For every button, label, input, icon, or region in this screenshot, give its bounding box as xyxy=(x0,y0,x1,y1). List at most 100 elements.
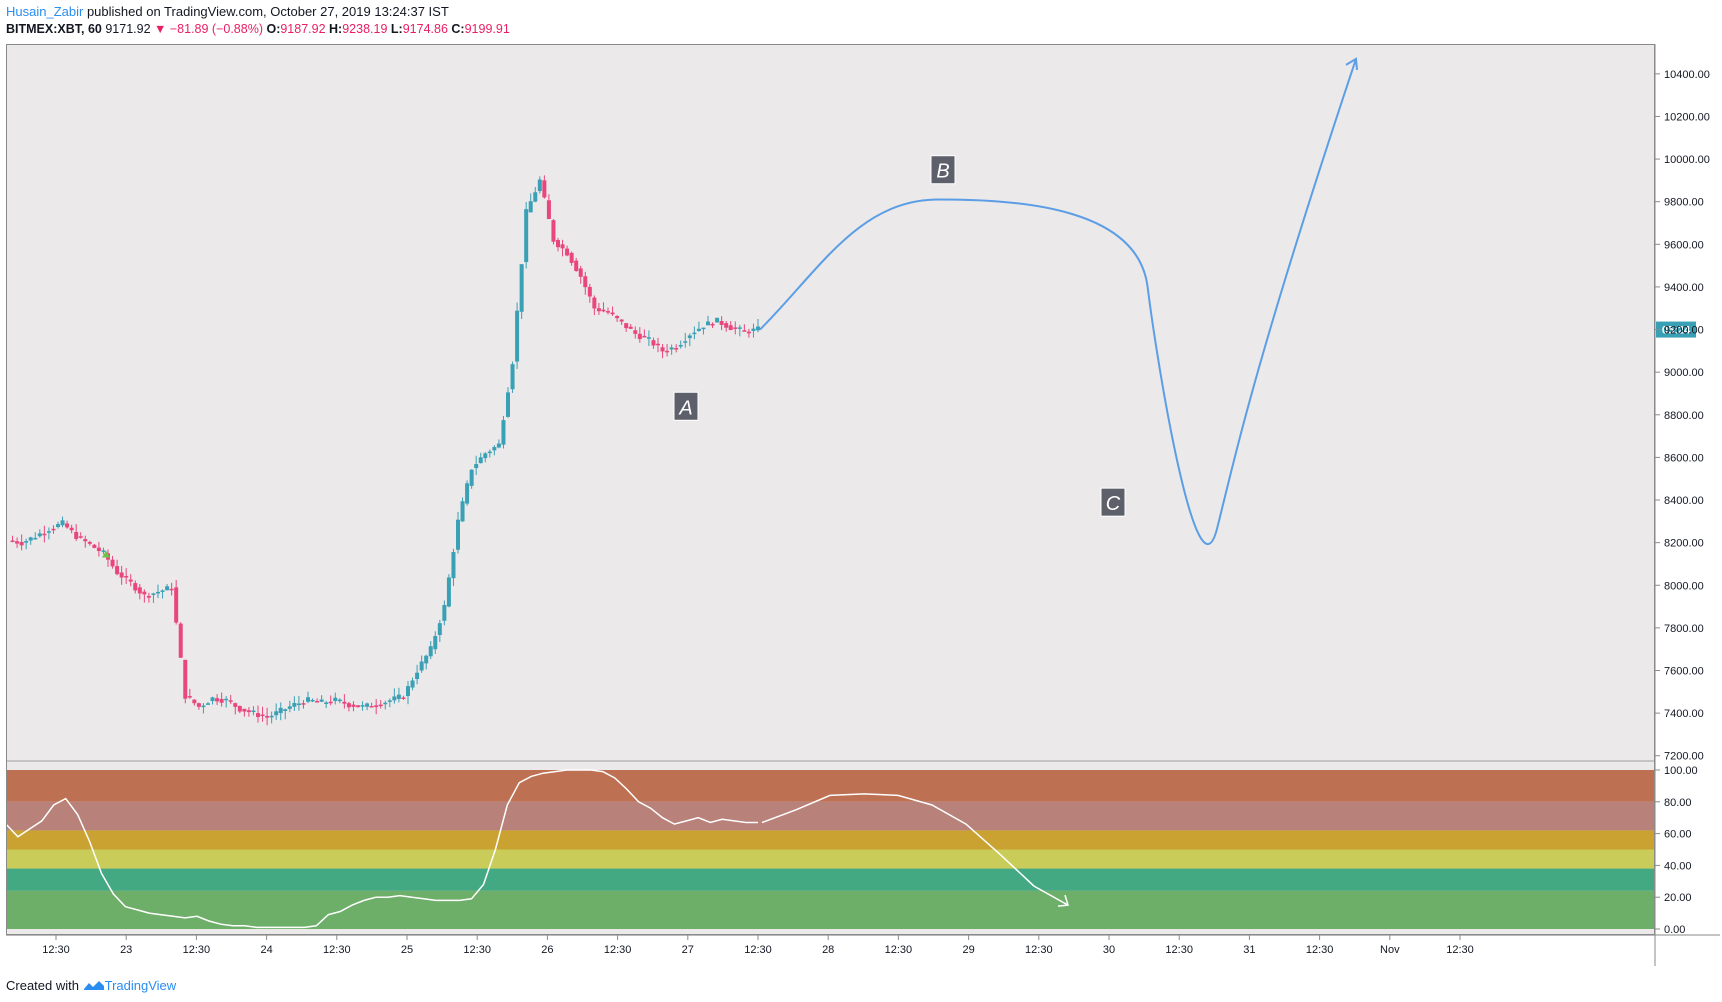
candle-body xyxy=(87,541,92,544)
candle-body xyxy=(456,519,460,550)
candle-body xyxy=(537,179,542,192)
oscillator-zone-band xyxy=(6,801,1654,831)
price-tick-label: 7200.00 xyxy=(1664,751,1704,763)
candle-body xyxy=(196,703,201,707)
candle-body xyxy=(46,531,51,533)
author-link[interactable]: Husain_Zabir xyxy=(6,4,84,19)
candle-body xyxy=(256,713,260,717)
candle-body xyxy=(524,209,529,263)
candle-body xyxy=(615,316,620,319)
tradingview-brand[interactable]: TradingView xyxy=(104,978,177,993)
osc-tick-label: 60.00 xyxy=(1664,829,1692,841)
candle-body xyxy=(656,343,660,346)
candle-body xyxy=(383,702,388,705)
wave-label-box[interactable] xyxy=(930,155,956,185)
candle-body xyxy=(637,333,642,340)
candle-body xyxy=(528,201,533,213)
candle-body xyxy=(65,523,70,528)
candle-body xyxy=(406,686,410,697)
candle-body xyxy=(265,715,270,718)
candle-body xyxy=(246,710,251,713)
candle-body xyxy=(146,595,151,598)
candle-body xyxy=(287,706,292,709)
candle-body xyxy=(624,323,629,329)
candle-body xyxy=(260,714,265,717)
candle-body xyxy=(219,698,224,703)
time-tick-label: 30 xyxy=(1103,944,1115,956)
oscillator-zone-band xyxy=(6,890,1654,929)
candle-body xyxy=(337,699,342,702)
candle-body xyxy=(710,323,715,326)
candle-body xyxy=(356,705,360,708)
candle-body xyxy=(451,552,456,579)
wave-label-box[interactable] xyxy=(673,391,699,421)
candle-body xyxy=(419,661,424,671)
candle-body xyxy=(33,537,38,540)
price-tick-label: 7800.00 xyxy=(1664,623,1704,635)
symbol-legend: BITMEX:XBT, 60 9171.92 ▼ −81.89 (−0.88%)… xyxy=(6,22,510,36)
candle-body xyxy=(187,696,192,698)
candle-body xyxy=(728,325,733,331)
oscillator-arrowhead-icon xyxy=(1057,894,1069,907)
price-tick-label: 9400.00 xyxy=(1664,282,1704,294)
candle-body xyxy=(369,706,374,708)
candle-body xyxy=(228,700,233,702)
main-pane-background xyxy=(6,44,1654,760)
candle-body xyxy=(496,443,501,448)
candle-body xyxy=(715,317,720,323)
candle-body xyxy=(465,483,470,504)
time-tick-label: 31 xyxy=(1243,944,1255,956)
oscillator-forecast-line[interactable] xyxy=(761,793,1069,906)
time-tick-label: 12:30 xyxy=(1306,944,1334,956)
candle-body xyxy=(628,326,633,329)
candle-body xyxy=(410,680,415,688)
candle-body xyxy=(515,310,520,362)
candle-body xyxy=(401,697,406,699)
time-tick-label: 24 xyxy=(260,944,272,956)
candle-body xyxy=(533,192,538,202)
time-tick-label: 12:30 xyxy=(183,944,211,956)
candle-body xyxy=(519,264,524,312)
candle-body xyxy=(342,701,347,704)
candle-body xyxy=(751,328,756,331)
candle-body xyxy=(437,623,442,635)
price-chart-svg[interactable]: A B C 05:24 10400.00 10200.00 10000.00 9800.00… xyxy=(5,44,1720,966)
candle-body xyxy=(165,586,170,591)
wave-label-box[interactable] xyxy=(1100,487,1126,517)
candle-body xyxy=(92,544,97,548)
candle-body xyxy=(137,587,142,594)
candle-body xyxy=(665,350,670,353)
candle-body xyxy=(78,536,83,538)
candle-body xyxy=(24,541,29,543)
time-tick-label: 12:30 xyxy=(42,944,70,956)
candle-body xyxy=(660,347,665,352)
candle-body xyxy=(151,593,156,595)
candle-body xyxy=(583,276,588,288)
candle-body xyxy=(215,698,220,702)
candle-body xyxy=(510,364,515,390)
candle-body xyxy=(474,464,479,469)
forecast-path-line[interactable] xyxy=(759,58,1357,546)
osc-tick-label: 0.00 xyxy=(1664,924,1685,936)
candle-body xyxy=(596,308,601,312)
candle-body xyxy=(301,703,306,705)
candle-body xyxy=(578,268,583,277)
price-tick-label: 10000.00 xyxy=(1664,154,1710,166)
candle-body xyxy=(115,566,120,575)
candle-body xyxy=(678,344,683,347)
candle-body xyxy=(696,328,701,331)
price-tick-label: 7600.00 xyxy=(1664,666,1704,678)
candle-body xyxy=(706,321,710,326)
candle-body xyxy=(392,696,397,701)
published-text: published on TradingView.com, October 27… xyxy=(86,4,449,19)
candle-body xyxy=(119,572,124,578)
candle-body xyxy=(460,501,465,522)
time-tick-label: 23 xyxy=(120,944,132,956)
wave-label-b: B xyxy=(936,161,949,183)
candle-body xyxy=(415,672,420,680)
candle-body xyxy=(251,710,256,713)
candle-body xyxy=(269,715,274,718)
chart-container[interactable]: A B C 05:24 10400.00 10200.00 10000.00 9800.00… xyxy=(5,44,1720,966)
candle-body xyxy=(506,392,510,417)
candle-body xyxy=(133,583,138,591)
